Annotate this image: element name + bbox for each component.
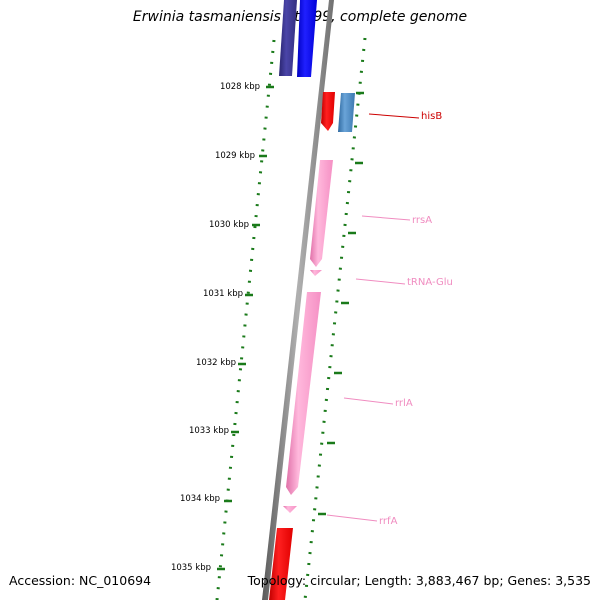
tick-label: 1035 kbp [171,563,211,573]
cds-block-red-bottom [269,528,293,600]
topology-text: Topology: circular; Length: 3,883,467 bp… [247,573,591,588]
tick-label: 1032 kbp [196,358,236,368]
leader-hisB [368,113,420,119]
tick-label: 1031 kbp [203,289,243,299]
major-ticks-outer [318,91,364,516]
gene-rrfA-arrow [283,506,297,513]
gene-hisB-arrow [321,92,335,131]
leader-tRNA-Glu [355,278,406,285]
tick-label: 1034 kbp [180,494,220,504]
feature-label-rrsA: rrsA [412,215,432,226]
gene-tRNA-Glu-arrow [310,270,322,276]
accession-text: Accession: NC_010694 [9,573,152,588]
tick-label: 1029 kbp [215,151,255,161]
cds-block-navy [279,0,297,76]
feature-label-rrfA: rrfA [379,516,398,527]
leader-rrlA [343,397,394,405]
cds-block-blue [297,0,317,77]
tick-label: 1033 kbp [189,426,229,436]
gene-rrlA-arrow [286,292,321,495]
gene-rrsA-arrow [310,160,333,267]
genome-backbone [262,0,334,600]
gene-block-steel [338,93,355,132]
feature-label-rrlA: rrlA [395,398,413,409]
feature-label-hisB: hisB [421,111,442,122]
tick-label: 1028 kbp [220,82,260,92]
tick-label: 1030 kbp [209,220,249,230]
leader-rrfA [326,514,378,522]
feature-label-tRNA-Glu: tRNA-Glu [407,277,453,288]
tick-ruler-inner [215,39,276,600]
leader-rrsA [361,215,411,221]
major-ticks-inner [217,85,274,571]
